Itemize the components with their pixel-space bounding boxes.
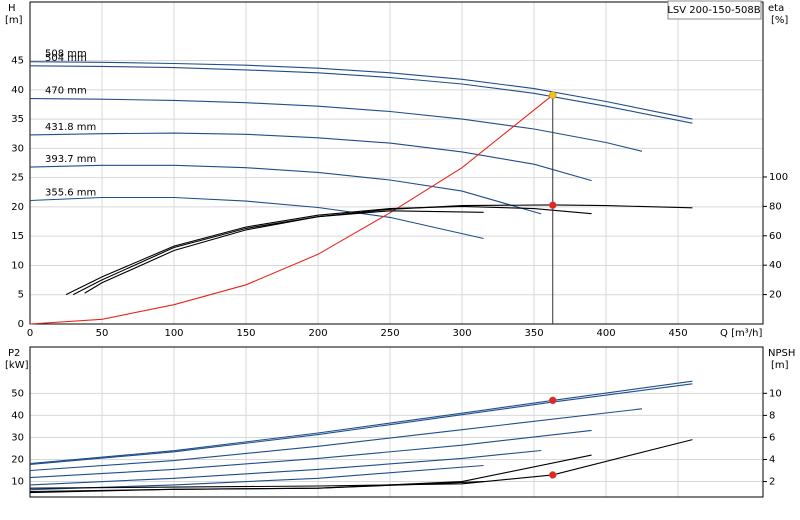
plot-frame <box>29 346 764 498</box>
y-axis-label: H <box>8 3 16 14</box>
y-tick-label: 50 <box>11 388 24 399</box>
y-tick-label: 25 <box>11 173 24 184</box>
y2-tick-label: 40 <box>769 260 782 271</box>
curve <box>29 408 643 472</box>
chart-title: LSV 200-150-508B <box>667 5 760 16</box>
y2-axis-label: NPSH <box>768 348 795 359</box>
y2-tick-label: 4 <box>769 455 775 466</box>
y-axis-label: P2 <box>8 348 20 359</box>
curve <box>29 429 592 479</box>
curve-label: 393.7 mm <box>45 154 96 165</box>
curve <box>29 61 693 120</box>
y-tick-label: 20 <box>11 455 24 466</box>
curve <box>29 164 542 215</box>
curve-label: 504 mm <box>45 53 87 64</box>
x-tick-label: 0 <box>27 328 33 339</box>
duty-point <box>548 91 557 99</box>
y2-tick-label: 8 <box>769 410 775 421</box>
y2-tick-label: 10 <box>769 388 782 399</box>
y2-axis-unit: [m] <box>771 360 789 371</box>
x-axis-label: Q [m³/h] <box>720 328 762 339</box>
y2-tick-label: 60 <box>769 231 782 242</box>
x-tick-label: 350 <box>524 328 543 339</box>
duty-point <box>548 201 557 209</box>
y-tick-label: 10 <box>11 477 24 488</box>
duty-point <box>548 396 557 405</box>
y-tick-label: 30 <box>11 143 24 154</box>
y-tick-label: 45 <box>11 56 24 67</box>
y-tick-label: 20 <box>11 202 24 213</box>
curve <box>29 94 554 325</box>
curve <box>29 132 592 182</box>
curve <box>29 449 542 486</box>
y2-axis-unit: [%] <box>771 15 788 26</box>
y-tick-label: 40 <box>11 410 24 421</box>
x-tick-label: 300 <box>452 328 471 339</box>
y2-tick-label: 6 <box>769 432 775 443</box>
y-tick-label: 0 <box>18 319 24 330</box>
y2-axis-label: eta <box>768 3 784 14</box>
x-tick-label: 150 <box>236 328 255 339</box>
y2-tick-label: 2 <box>769 477 775 488</box>
curve <box>65 205 592 296</box>
y-tick-label: 10 <box>11 260 24 271</box>
curve <box>29 98 643 152</box>
y2-tick-label: 80 <box>769 201 782 212</box>
y-tick-label: 35 <box>11 114 24 125</box>
x-tick-label: 400 <box>596 328 615 339</box>
curve <box>29 196 484 240</box>
y-tick-label: 30 <box>11 432 24 443</box>
x-tick-label: 450 <box>668 328 687 339</box>
x-tick-label: 200 <box>308 328 327 339</box>
curve-label: 355.6 mm <box>45 187 96 198</box>
curve <box>72 210 484 296</box>
y-tick-label: 40 <box>11 85 24 96</box>
x-tick-label: 100 <box>164 328 183 339</box>
curve <box>84 204 693 294</box>
curve <box>29 380 693 465</box>
curve <box>29 383 693 465</box>
y2-tick-label: 20 <box>769 290 782 301</box>
y-axis-unit: [kW] <box>5 360 29 371</box>
curve <box>29 65 693 124</box>
duty-point <box>548 471 557 479</box>
curve-label: 508 mm <box>45 49 87 60</box>
y-tick-label: 15 <box>11 231 24 242</box>
curve-label: 431.8 mm <box>45 122 96 133</box>
x-tick-label: 250 <box>380 328 399 339</box>
curve <box>29 481 484 494</box>
plot-frame <box>29 1 764 325</box>
curve-label: 470 mm <box>45 86 87 97</box>
x-tick-label: 50 <box>96 328 109 339</box>
y-tick-label: 5 <box>18 290 24 301</box>
title-box <box>667 0 762 20</box>
y-axis-unit: [m] <box>5 15 23 26</box>
y2-tick-label: 100 <box>769 172 788 183</box>
